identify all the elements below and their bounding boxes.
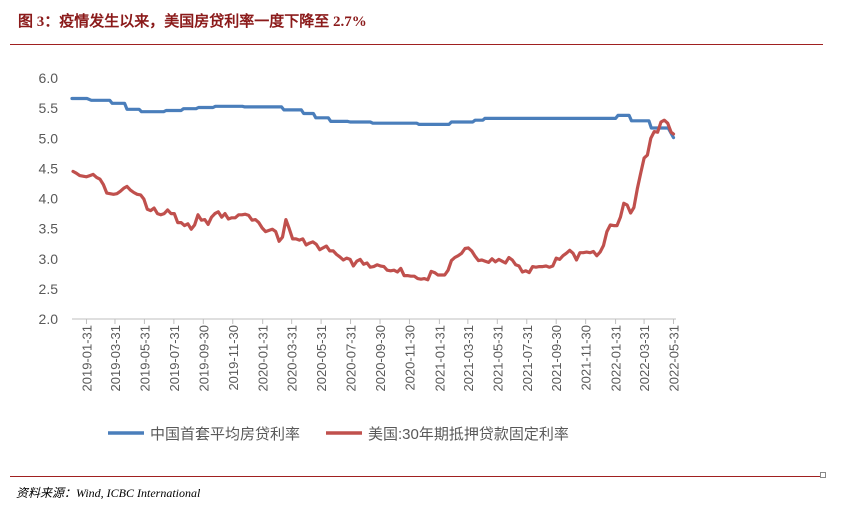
y-tick-label: 5.0 <box>39 130 59 146</box>
legend: 中国首套平均房贷利率 美国:30年期抵押贷款固定利率 <box>108 426 569 443</box>
x-axis: 2019-01-31 2019-03-31 2019-05-31 2019-07-31… <box>72 318 682 392</box>
series-layer <box>70 96 676 282</box>
figure-title: 图 3：疫情发生以来，美国房贷利率一度下降至 2.7% <box>18 14 367 30</box>
legend-label: 中国首套平均房贷利率 <box>150 426 300 443</box>
x-tick-label: 2019-09-30 <box>196 325 211 392</box>
x-tick-label: 2021-11-30 <box>579 325 594 391</box>
x-tick-label: 2020-01-31 <box>256 325 271 392</box>
x-tick-label: 2019-05-31 <box>137 325 152 392</box>
series-line-us-30y-fixed-rate <box>71 118 676 282</box>
y-tick-label: 4.0 <box>39 191 59 207</box>
mortgage-rate-line-chart: 6.05.55.04.54.03.53.02.52.0 2019-01-31 20… <box>39 70 682 443</box>
x-tick-label: 2020-11-30 <box>402 325 417 391</box>
resize-handle <box>820 472 826 478</box>
y-tick-label: 2.5 <box>39 281 59 297</box>
x-tick-label: 2021-03-31 <box>461 325 476 392</box>
x-tick-label: 2022-01-31 <box>609 325 624 392</box>
x-tick-label: 2021-09-30 <box>549 325 564 392</box>
x-tick-label: 2021-07-31 <box>520 325 535 392</box>
x-tick-label: 2020-09-30 <box>373 325 388 392</box>
y-tick-label: 6.0 <box>39 70 59 86</box>
x-tick-label: 2022-03-31 <box>637 325 652 392</box>
x-tick-label: 2019-01-31 <box>79 325 94 392</box>
x-tick-label: 2020-07-31 <box>344 325 359 392</box>
x-tick-label: 2019-03-31 <box>108 325 123 392</box>
y-tick-label: 4.5 <box>39 160 59 176</box>
footer-divider <box>10 476 823 477</box>
x-tick-label: 2021-05-31 <box>490 325 505 392</box>
x-tick-label: 2020-03-31 <box>285 325 300 392</box>
source-note: 资料来源：Wind, ICBC International <box>16 486 201 500</box>
x-tick-label: 2022-05-31 <box>667 325 682 392</box>
x-tick-label: 2019-07-31 <box>167 325 182 392</box>
series-line-china-first-home-rate <box>70 96 676 140</box>
legend-label: 美国:30年期抵押贷款固定利率 <box>368 426 569 443</box>
x-tick-label: 2021-01-31 <box>432 325 447 392</box>
y-tick-label: 3.5 <box>39 221 59 237</box>
x-tick-label: 2020-05-31 <box>314 325 329 392</box>
y-tick-label: 5.5 <box>39 100 59 116</box>
y-tick-label: 3.0 <box>39 251 59 267</box>
y-axis-ticks: 6.0 5.5 5.0 4.5 4.0 3.5 3.0 2.5 2.0 <box>39 70 59 327</box>
y-tick-label: 2.0 <box>39 311 59 327</box>
title-divider <box>10 44 823 45</box>
x-tick-label: 2019-11-30 <box>226 325 241 391</box>
